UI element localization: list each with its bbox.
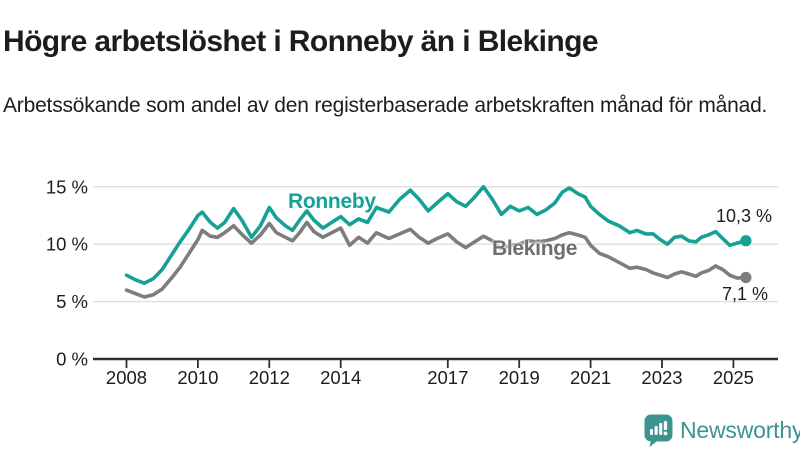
end-value-ronneby: 10,3 % [715, 206, 772, 226]
series-line-ronneby [124, 185, 748, 286]
y-axis-tick-label: 5 % [56, 291, 88, 312]
x-axis-tick-label: 2017 [427, 367, 468, 388]
series-label-ronneby: Ronneby [288, 190, 376, 213]
series-label-blekinge: Blekinge [492, 237, 578, 260]
newsworthy-logo: Newsworthy [644, 414, 800, 447]
x-axis-tick-label: 2010 [177, 367, 218, 388]
y-axis-tick-label: 0 % [56, 349, 88, 370]
end-dot-blekinge [740, 271, 752, 284]
x-axis-tick-label: 2021 [570, 367, 611, 388]
x-axis-tick-label: 2025 [713, 367, 754, 388]
x-axis-tick-label: 2023 [641, 367, 682, 388]
y-axis-tick-label: 15 % [46, 176, 88, 197]
x-axis-tick-label: 2014 [320, 367, 361, 388]
brand-name: Newsworthy [680, 417, 800, 443]
newsworthy-logo-icon [644, 414, 673, 447]
end-dot-ronneby [740, 235, 752, 247]
end-value-blekinge: 7,1 % [721, 284, 768, 304]
chart-subtitle: Arbetssökande som andel av den registerb… [3, 94, 768, 117]
x-axis-tick-label: 2008 [106, 367, 147, 388]
x-axis-tick-label: 2012 [249, 367, 290, 388]
x-axis-tick-label: 2019 [499, 367, 540, 388]
chart-title: Högre arbetslöshet i Ronneby än i Blekin… [3, 25, 599, 59]
series-line-blekinge [124, 220, 748, 299]
y-axis-tick-label: 10 % [46, 234, 88, 255]
